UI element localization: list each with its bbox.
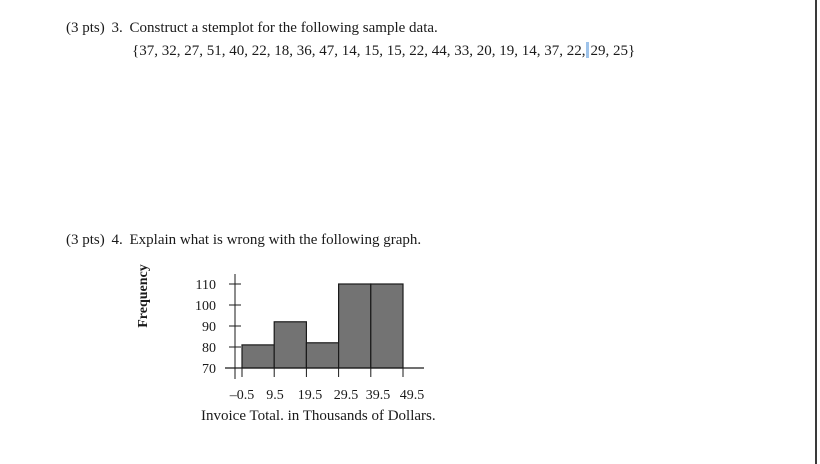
- histogram-bar-4: [338, 283, 372, 369]
- question-3-header: (3 pts) 3. Construct a stemplot for the …: [66, 19, 438, 37]
- y-tick-label-70: 70: [202, 362, 216, 377]
- x-tick-label-6: 49.5: [400, 388, 425, 403]
- question-3-points: (3 pts): [66, 20, 105, 36]
- x-tick-label-1: –0.5: [229, 388, 255, 403]
- question-4-header: (3 pts) 4. Explain what is wrong with th…: [66, 231, 421, 249]
- question-3-number: 3.: [111, 20, 123, 36]
- question-4-number: 4.: [111, 232, 123, 248]
- page-right-border: [815, 0, 817, 464]
- y-tick-label-100: 100: [195, 299, 216, 314]
- y-axis-label: Frequency: [136, 264, 151, 328]
- x-tick-label-4: 29.5: [334, 388, 359, 403]
- x-tick-label-2: 9.5: [266, 388, 284, 403]
- question-3-sample-data[interactable]: {37, 32, 27, 51, 40, 22, 18, 36, 47, 14,…: [132, 42, 635, 60]
- x-tick-label-5: 39.5: [366, 388, 391, 403]
- sample-data-first-part: {37, 32, 27, 51, 40, 22, 18, 36, 47, 14,…: [132, 43, 586, 59]
- x-tick-label-3: 19.5: [298, 388, 323, 403]
- histogram-bar-5: [370, 283, 404, 369]
- y-tick-label-90: 90: [202, 320, 216, 335]
- y-tick-label-110: 110: [196, 278, 216, 293]
- histogram-bar-3: [305, 342, 340, 369]
- text-cursor: [586, 42, 590, 58]
- histogram-bar-2: [273, 321, 308, 369]
- x-axis-label: Invoice Total. in Thousands of Dollars.: [201, 408, 436, 424]
- sample-data-last-part: 29, 25}: [590, 43, 636, 59]
- question-4-prompt: Explain what is wrong with the following…: [129, 232, 422, 248]
- y-tick-label-80: 80: [202, 341, 216, 356]
- histogram-bar-1: [241, 344, 275, 369]
- question-3-prompt: Construct a stemplot for the following s…: [129, 20, 438, 36]
- question-4-points: (3 pts): [66, 232, 105, 248]
